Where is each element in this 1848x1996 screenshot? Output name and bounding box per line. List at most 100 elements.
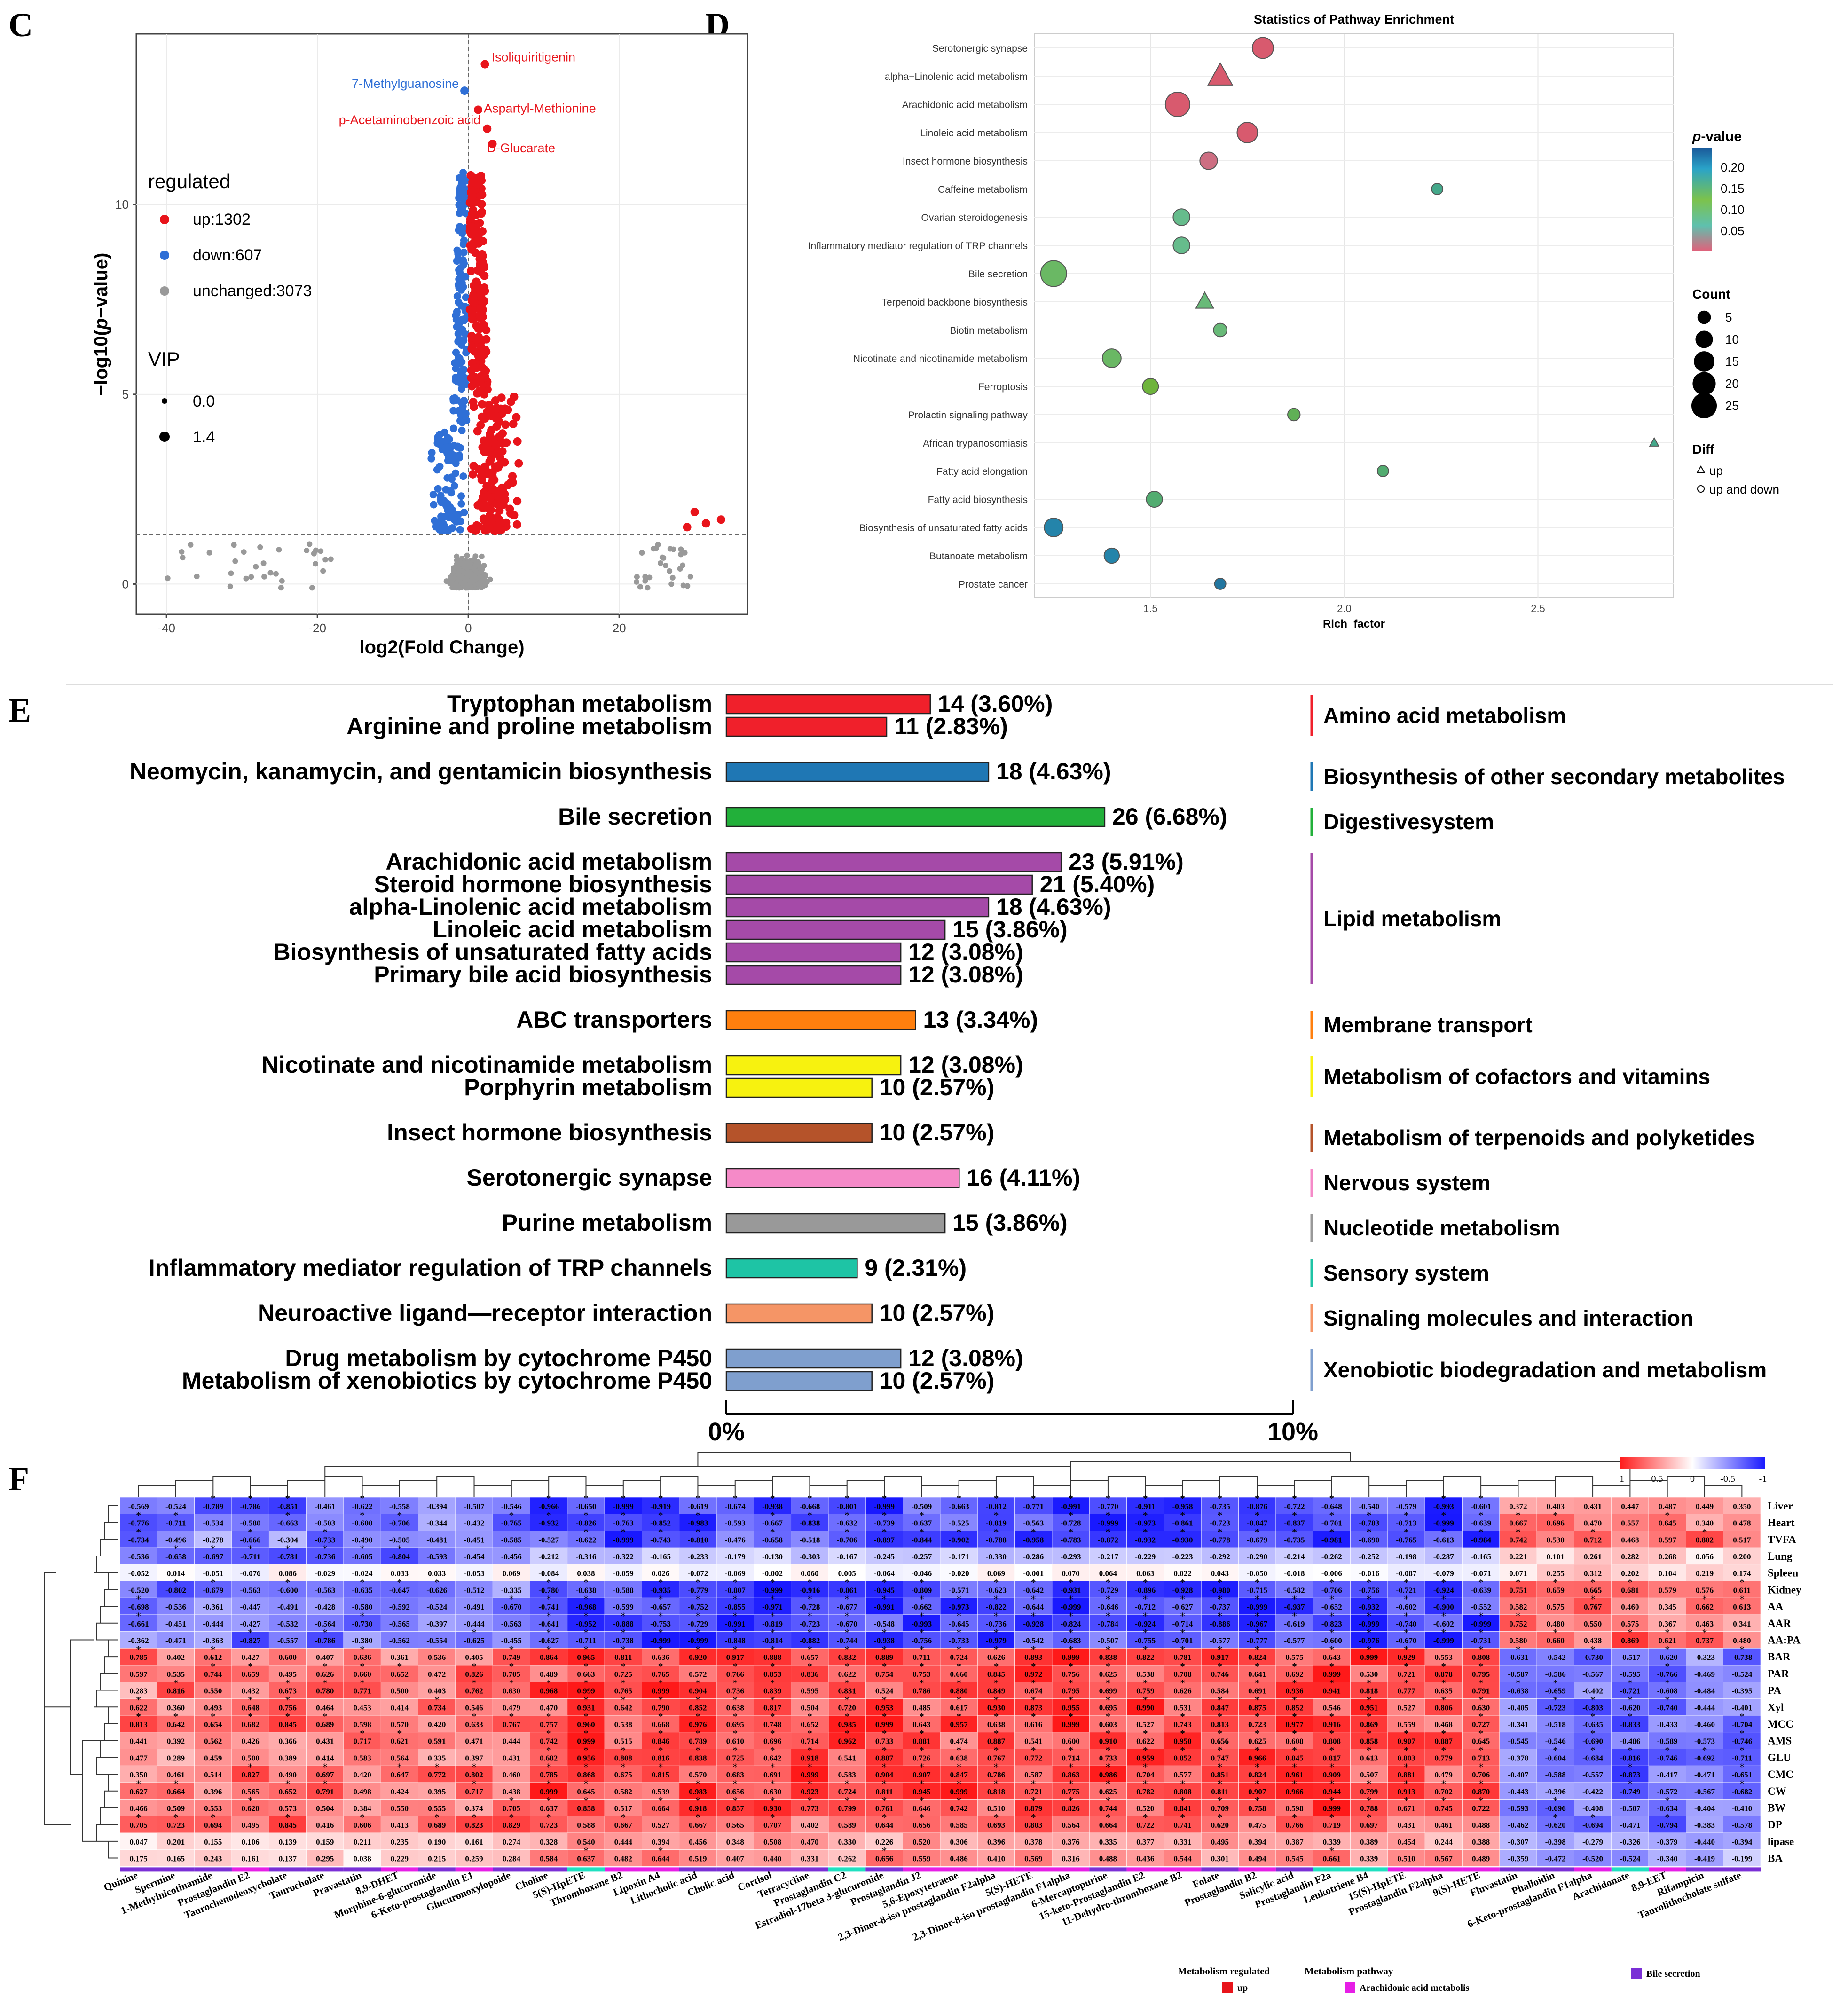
- heatmap-cell-value: 0.069: [987, 1569, 1005, 1578]
- down-point: [459, 381, 467, 389]
- significance-star: *: [993, 1677, 999, 1689]
- significance-star: *: [882, 1711, 887, 1722]
- heatmap-cell: [828, 1547, 866, 1565]
- heatmap-cell: [1648, 1497, 1686, 1515]
- unchanged-point: [645, 585, 651, 591]
- significance-star: *: [621, 1745, 626, 1756]
- significance-star: *: [1628, 1627, 1633, 1639]
- heatmap-cell-value: -0.229: [1135, 1552, 1156, 1561]
- down-point: [454, 511, 462, 519]
- heatmap-cell-value: -0.053: [464, 1569, 485, 1578]
- significance-star: *: [844, 1509, 849, 1521]
- significance-star: *: [621, 1694, 626, 1705]
- heatmap-cell: [977, 1497, 1015, 1515]
- heatmap-cell-value: 0.026: [652, 1569, 669, 1578]
- significance-star: *: [1665, 1627, 1670, 1639]
- heatmap-cell-value: 0.662: [1696, 1603, 1714, 1611]
- heatmap-cell-value: -0.340: [1657, 1855, 1678, 1863]
- significance-star: *: [1105, 1526, 1110, 1538]
- heatmap-cell-value: -0.626: [426, 1586, 447, 1595]
- heatmap-cell-value: -0.728: [1061, 1519, 1081, 1528]
- heatmap-cell: [492, 1531, 530, 1548]
- heatmap-cell-value: 0.420: [353, 1770, 371, 1779]
- significance-star: *: [1367, 1728, 1372, 1739]
- significance-star: *: [1739, 1778, 1745, 1790]
- heatmap-cell-value: 0.372: [1509, 1502, 1527, 1511]
- pathway-point: [1101, 348, 1122, 368]
- unchanged-point: [179, 549, 185, 555]
- heatmap-cell: [1238, 1497, 1276, 1515]
- significance-star: *: [248, 1795, 253, 1807]
- heatmap-cell-value: -0.935: [650, 1586, 671, 1595]
- heatmap-cell-value: 0.377: [1136, 1838, 1155, 1847]
- heatmap-cell: [903, 1614, 941, 1632]
- heatmap-cell: [1536, 1497, 1574, 1515]
- heatmap-cell-value: -0.071: [1471, 1569, 1491, 1578]
- significance-star: *: [695, 1493, 700, 1504]
- significance-star: *: [1702, 1593, 1707, 1605]
- category-label: Nucleotide metabolism: [1323, 1216, 1560, 1240]
- heatmap-cell: [380, 1564, 418, 1581]
- heatmap-cell-value: 0.274: [503, 1838, 521, 1847]
- up-point: [467, 193, 476, 202]
- significance-star: *: [248, 1526, 253, 1538]
- up-point: [512, 520, 521, 529]
- significance-star: *: [248, 1627, 253, 1639]
- significance-star: *: [1367, 1526, 1372, 1538]
- significance-star: *: [1031, 1795, 1036, 1807]
- heatmap-cell-value: -0.723: [799, 1619, 820, 1628]
- heatmap-cell-value: 0.005: [838, 1569, 856, 1578]
- down-point: [448, 489, 456, 497]
- category-label: Metabolism of terpenoids and polyketides: [1323, 1125, 1755, 1150]
- heatmap-cell: [1574, 1531, 1612, 1548]
- heatmap-cell: [1164, 1564, 1202, 1581]
- heatmap-cell-value: -0.179: [725, 1552, 746, 1561]
- pathway-strip-cell: [1350, 1867, 1388, 1872]
- significance-star: *: [1180, 1711, 1185, 1722]
- up-point: [476, 288, 485, 297]
- significance-star: *: [1068, 1593, 1073, 1605]
- kegg-classification-chart: Tryptophan metabolism 14 (3.60%)Arginine …: [130, 691, 1785, 1446]
- heatmap-cell-value: 0.064: [1099, 1569, 1117, 1578]
- heatmap-cell-value: 0.696: [1547, 1519, 1565, 1528]
- up-point: [513, 497, 522, 506]
- heatmap-cell-value: -0.199: [1731, 1855, 1752, 1863]
- significance-star: *: [695, 1778, 700, 1790]
- heatmap-cell: [1499, 1514, 1537, 1531]
- heatmap-cell-value: 0.550: [204, 1687, 222, 1696]
- heatmap-cell-value: -0.217: [1098, 1552, 1118, 1561]
- significance-star: *: [658, 1845, 663, 1857]
- heatmap-cell: [1574, 1547, 1612, 1565]
- significance-star: *: [956, 1677, 961, 1689]
- unchanged-point: [639, 550, 645, 556]
- significance-star: *: [1217, 1610, 1222, 1622]
- significance-star: *: [844, 1593, 849, 1605]
- heatmap-cell-value: -0.569: [128, 1502, 149, 1511]
- heatmap-cell-value: -0.527: [538, 1535, 559, 1544]
- pathway-strip-cell: [455, 1867, 493, 1872]
- unchanged-point: [248, 574, 254, 580]
- significance-star: *: [360, 1660, 365, 1672]
- x-tick-label: 0%: [708, 1418, 745, 1446]
- significance-star: *: [770, 1526, 775, 1538]
- up-point: [479, 514, 488, 523]
- significance-star: *: [956, 1593, 961, 1605]
- significance-star: *: [1068, 1778, 1073, 1790]
- heatmap-cell: [1164, 1614, 1202, 1632]
- significance-star: *: [1068, 1493, 1073, 1504]
- pathway-point: [1376, 465, 1389, 477]
- heatmap-cell-value: 0.477: [130, 1753, 148, 1762]
- significance-star: *: [1031, 1677, 1036, 1689]
- heatmap-cell-value: -0.822: [986, 1603, 1007, 1611]
- heatmap-cell: [1164, 1497, 1202, 1515]
- heatmap-row-label: BA: [1768, 1853, 1783, 1864]
- significance-star: *: [322, 1543, 328, 1555]
- up-point: [501, 404, 510, 413]
- heatmap-cell-value: -0.721: [1396, 1586, 1417, 1595]
- heatmap-cell-value: -0.344: [426, 1519, 447, 1528]
- heatmap-cell-value: 0.742: [1509, 1535, 1527, 1544]
- significance-star: *: [360, 1509, 365, 1521]
- heatmap-cell-value: 0.468: [1621, 1535, 1639, 1544]
- significance-star: *: [1516, 1509, 1521, 1521]
- heatmap-cell-value: -0.293: [1061, 1552, 1081, 1561]
